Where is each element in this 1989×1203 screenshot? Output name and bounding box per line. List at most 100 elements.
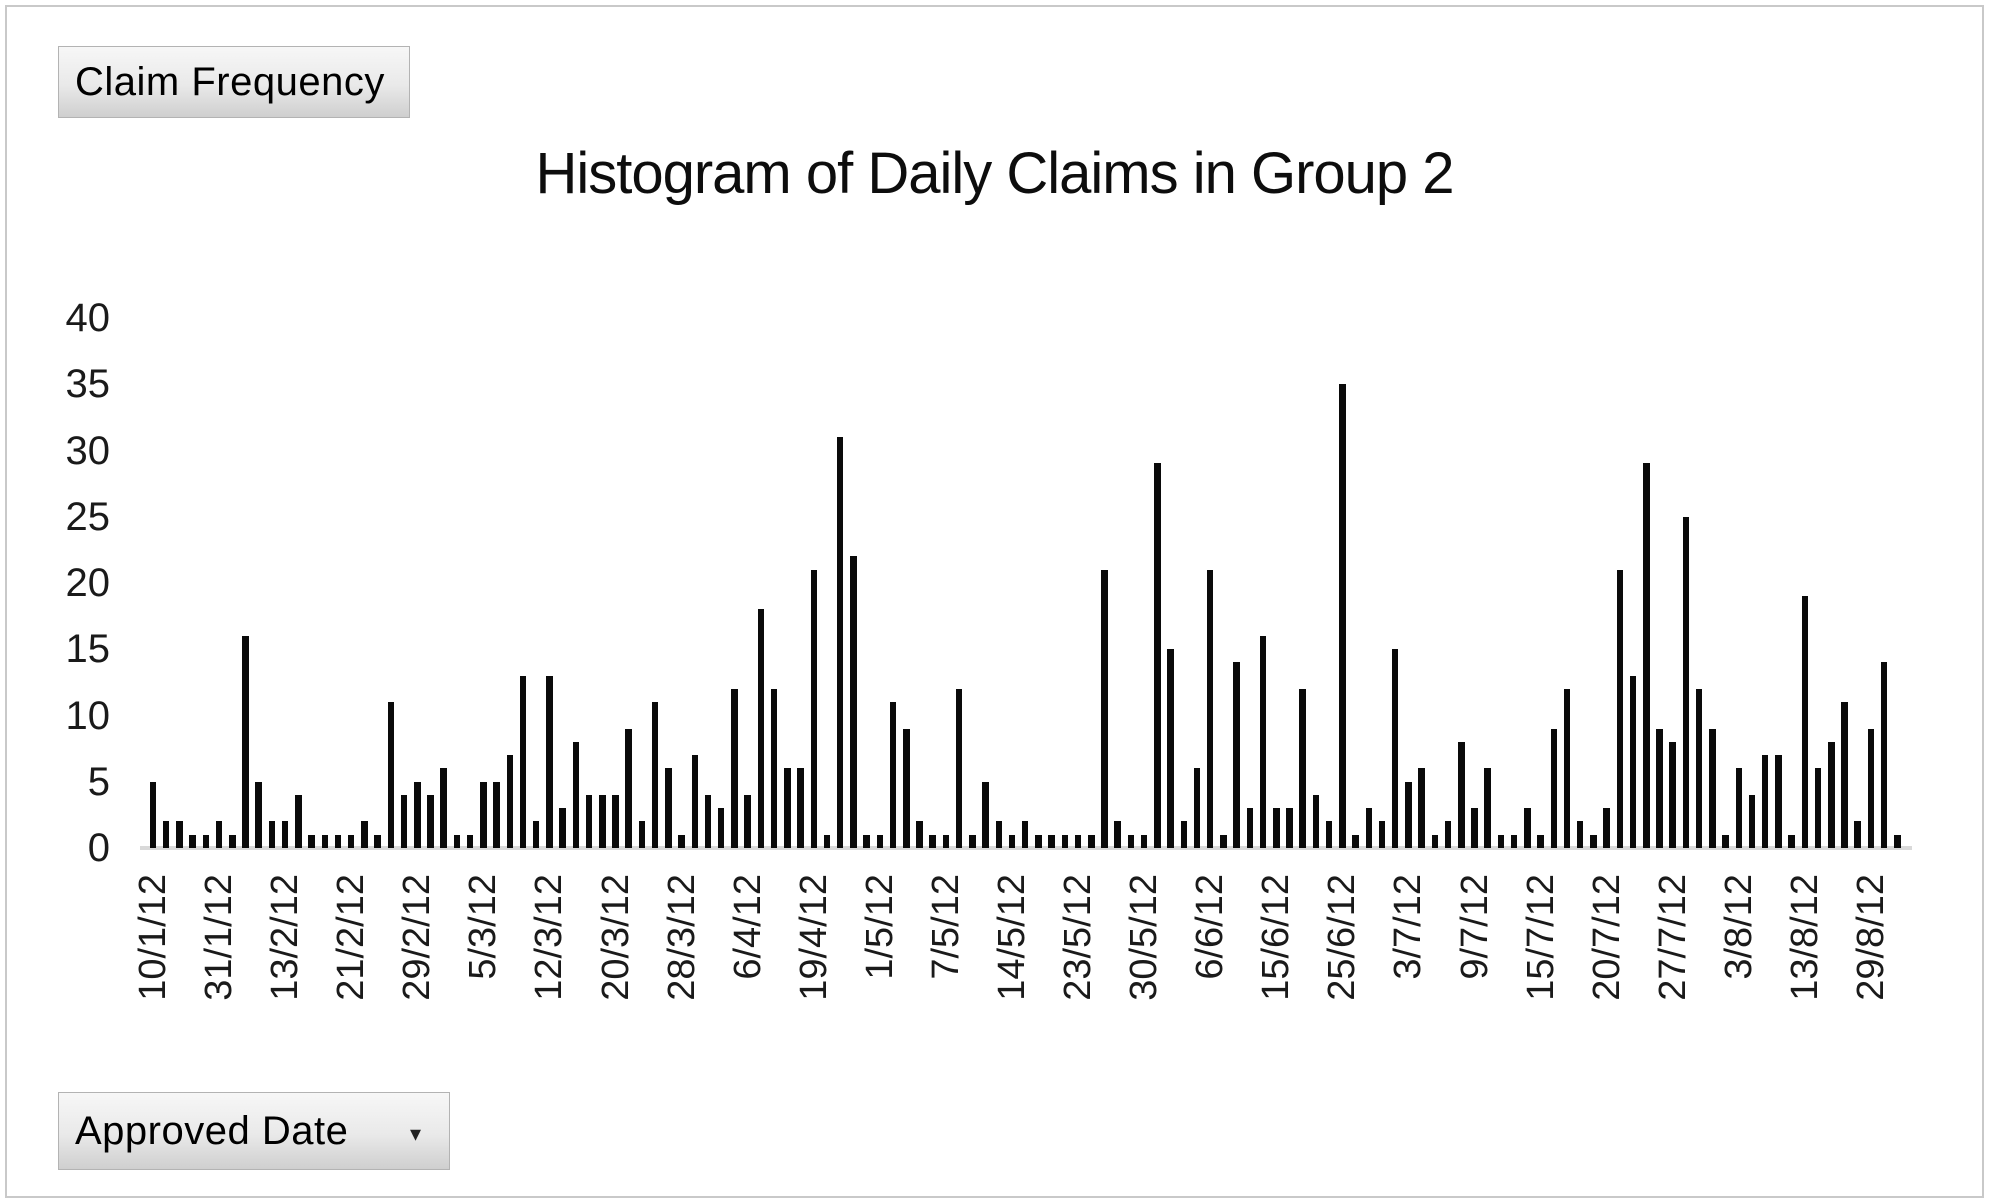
bar [995, 821, 1002, 848]
bar [1735, 768, 1743, 848]
bar [770, 688, 778, 848]
bar [691, 755, 699, 848]
bar [466, 834, 474, 848]
bar [1788, 834, 1795, 848]
bar [1391, 649, 1399, 848]
bar [308, 834, 315, 848]
bar [1841, 702, 1848, 848]
bar [453, 834, 461, 848]
bar [1180, 821, 1188, 848]
x-tick-label: 29/8/12 [1849, 874, 1892, 1001]
approved-date-field-button[interactable]: Approved Date ▾ [58, 1092, 450, 1170]
bar [1656, 728, 1663, 848]
bar [651, 702, 659, 848]
bar [1854, 821, 1861, 848]
x-tick-label: 28/3/12 [660, 874, 703, 1001]
bar [797, 768, 804, 848]
x-tick-label: 27/7/12 [1651, 874, 1694, 1001]
bar [863, 834, 870, 848]
x-tick-label: 15/6/12 [1255, 874, 1298, 1001]
x-tick-label: 6/6/12 [1189, 874, 1232, 980]
bar [1590, 834, 1597, 848]
bar [1061, 834, 1069, 848]
x-tick-label: 6/4/12 [726, 874, 769, 980]
chart-title: Histogram of Daily Claims in Group 2 [535, 141, 1454, 206]
bar [532, 821, 540, 848]
bar [414, 781, 421, 848]
bar [572, 741, 580, 848]
x-tick-label: 15/7/12 [1519, 874, 1562, 1001]
bar [1484, 768, 1491, 848]
bar [1418, 768, 1425, 848]
bar [189, 834, 196, 848]
bar [612, 794, 619, 848]
y-tick-label: 25 [65, 494, 111, 539]
x-tick-label: 3/7/12 [1387, 874, 1430, 980]
bar [519, 675, 527, 848]
bar [321, 834, 329, 848]
bar [1510, 834, 1518, 848]
bar [903, 728, 910, 848]
bar [1722, 834, 1729, 848]
bar [850, 556, 857, 848]
x-tick-label: 23/5/12 [1057, 874, 1100, 1001]
bar [1299, 688, 1306, 848]
bar [1894, 834, 1901, 848]
bar [149, 781, 157, 848]
bar [1695, 688, 1703, 848]
approved-date-label: Approved Date [75, 1108, 349, 1153]
x-tick-label: 10/1/12 [132, 874, 174, 1001]
x-tick-label: 19/4/12 [792, 874, 835, 1001]
bar [215, 821, 223, 848]
bar [295, 794, 302, 848]
bar [255, 781, 262, 848]
dropdown-arrow-icon[interactable]: ▾ [409, 1121, 421, 1146]
bar [731, 688, 738, 848]
bar [1669, 741, 1676, 848]
bar [1576, 821, 1584, 848]
y-tick-label: 5 [87, 759, 110, 804]
bar [1114, 821, 1121, 848]
bar [1233, 662, 1240, 848]
bar [1035, 834, 1042, 848]
bar [704, 794, 712, 848]
x-tick-label: 30/5/12 [1123, 874, 1166, 1001]
bar [1339, 383, 1346, 848]
claim-frequency-label: Claim Frequency [75, 59, 385, 104]
bar [1312, 794, 1320, 848]
bar [784, 768, 791, 848]
bar [1008, 834, 1016, 848]
bar [757, 609, 765, 848]
bar [1259, 635, 1267, 848]
x-tick-label: 3/8/12 [1717, 874, 1760, 980]
bar [810, 569, 817, 848]
bar [1273, 808, 1280, 848]
bar [942, 834, 950, 848]
bar [202, 834, 210, 848]
bar [625, 728, 632, 848]
bar [665, 768, 672, 848]
bar [876, 834, 884, 848]
bar [1286, 808, 1293, 848]
bar [440, 768, 447, 848]
bar [1431, 834, 1439, 848]
bar [374, 834, 381, 848]
claim-frequency-field-button[interactable]: Claim Frequency [58, 46, 410, 118]
x-tick-label: 14/5/12 [990, 874, 1033, 1001]
bar [1471, 808, 1478, 848]
bar [1563, 688, 1571, 848]
bar [1074, 834, 1082, 848]
y-tick-label: 30 [65, 428, 111, 473]
bar [982, 781, 989, 848]
bar [955, 688, 963, 848]
bar [281, 821, 289, 848]
bar [480, 781, 487, 848]
bar [1761, 755, 1769, 848]
x-tick-label: 25/6/12 [1321, 874, 1364, 1001]
bar [1127, 834, 1135, 848]
y-tick-label: 0 [87, 826, 110, 870]
bar [1801, 596, 1809, 848]
bar [1206, 569, 1214, 848]
bar [969, 834, 976, 848]
bar [1775, 755, 1782, 848]
